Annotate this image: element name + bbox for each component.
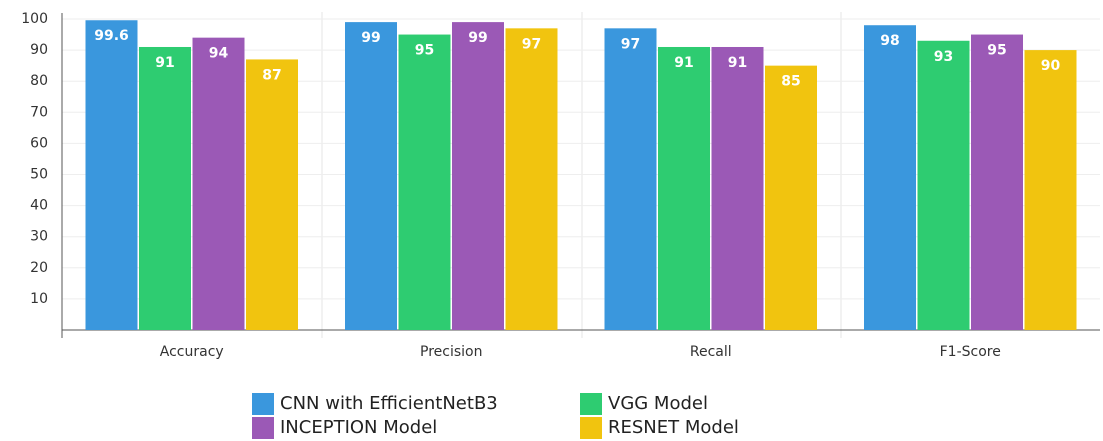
- legend-label: VGG Model: [608, 393, 708, 414]
- value-label: 91: [728, 55, 747, 71]
- x-tick-label: Recall: [690, 344, 732, 360]
- value-label: 97: [621, 36, 640, 52]
- value-label: 95: [415, 43, 434, 59]
- value-label: 99: [468, 30, 487, 46]
- value-label: 90: [1041, 58, 1061, 74]
- legend-label: INCEPTION Model: [280, 417, 437, 438]
- bar: [452, 22, 504, 331]
- bar: [917, 40, 970, 331]
- value-label: 99: [361, 30, 380, 46]
- y-tick-label: 50: [30, 167, 48, 183]
- value-label: 91: [155, 55, 174, 71]
- value-label: 87: [262, 67, 281, 83]
- y-tick-label: 100: [21, 11, 48, 27]
- bar: [192, 37, 245, 330]
- value-label: 91: [674, 55, 693, 71]
- value-label: 85: [781, 74, 800, 90]
- x-tick-label: Precision: [420, 344, 482, 360]
- y-tick-label: 40: [30, 198, 48, 214]
- y-tick-label: 30: [30, 229, 48, 245]
- legend-swatch: [252, 393, 274, 415]
- bar: [505, 28, 558, 331]
- bar: [345, 22, 397, 331]
- value-label: 99.6: [94, 28, 129, 44]
- bar: [711, 46, 764, 331]
- y-tick-label: 90: [30, 42, 48, 58]
- bar: [246, 59, 298, 331]
- bar: [398, 34, 451, 331]
- bar: [139, 46, 191, 331]
- x-tick-label: Accuracy: [160, 344, 224, 360]
- legend-label: CNN with EfficientNetB3: [280, 393, 498, 414]
- bar: [971, 34, 1023, 331]
- y-tick-label: 80: [30, 73, 48, 89]
- x-tick-label: F1-Score: [940, 344, 1001, 360]
- bar: [1024, 50, 1077, 330]
- y-tick-label: 10: [30, 291, 48, 307]
- value-label: 93: [934, 49, 953, 65]
- bar: [604, 28, 657, 331]
- legend-swatch: [580, 417, 602, 439]
- bar: [85, 20, 138, 331]
- value-label: 94: [209, 46, 229, 62]
- y-tick-label: 70: [30, 104, 48, 120]
- legend-swatch: [580, 393, 602, 415]
- legend-label: RESNET Model: [608, 417, 739, 438]
- value-label: 95: [987, 43, 1006, 59]
- y-tick-label: 60: [30, 135, 48, 151]
- bar: [658, 46, 710, 331]
- y-tick-label: 20: [30, 260, 48, 276]
- legend-swatch: [252, 417, 274, 439]
- value-label: 97: [522, 36, 541, 52]
- bar: [864, 25, 916, 330]
- bar: [765, 65, 817, 331]
- value-label: 98: [880, 33, 899, 49]
